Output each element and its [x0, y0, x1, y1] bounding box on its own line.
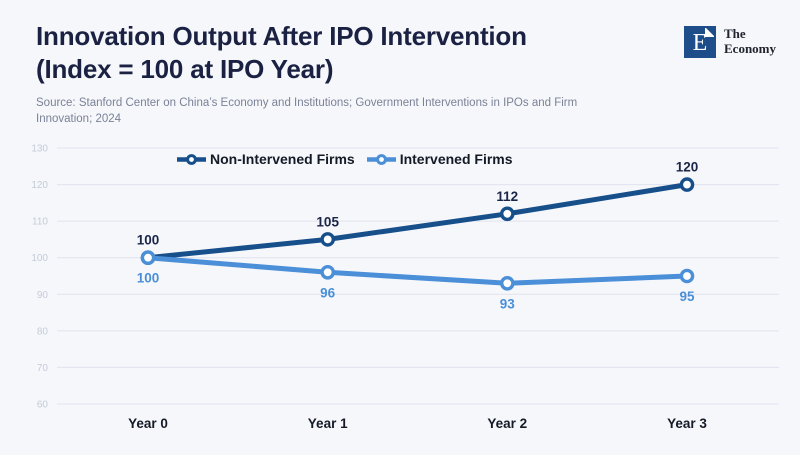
x-tick-label: Year 2: [487, 416, 527, 431]
page-title: Innovation Output After IPO Intervention…: [36, 20, 676, 86]
y-tick-label: 120: [31, 180, 48, 191]
data-label: 95: [679, 289, 695, 304]
data-label: 100: [137, 233, 160, 248]
chart-area: 60 70 80 90 100 110 120 130 100 105 112 120 100 96 93 9…: [0, 140, 800, 450]
series-line: [145, 182, 690, 261]
logo-mark: E: [684, 26, 716, 58]
y-tick-label: 100: [31, 253, 48, 264]
legend-label: Intervened Firms: [399, 151, 513, 167]
data-point-marker: [679, 177, 695, 192]
y-tick-label: 60: [37, 400, 49, 411]
data-label: 105: [316, 214, 339, 229]
y-tick-label: 90: [37, 290, 49, 301]
y-tick-label: 130: [31, 144, 48, 155]
chart-header: Innovation Output After IPO Intervention…: [36, 20, 676, 128]
y-tick-label: 80: [37, 326, 49, 337]
data-point-marker: [320, 232, 336, 247]
logo-text-line-1: The: [724, 26, 746, 42]
data-point-marker: [140, 250, 156, 265]
chart-legend: Non-Intervened Firms Intervened Firms: [176, 151, 513, 167]
series-line: [145, 255, 690, 286]
legend-item-intervened: Intervened Firms: [366, 151, 513, 167]
data-point-marker: [679, 268, 695, 284]
line-chart-canvas: 60 70 80 90 100 110 120 130 100 105 112 120 100 96 93 9…: [31, 144, 779, 431]
source-note: Source: Stanford Center on China’s Econo…: [36, 96, 578, 126]
title-line-2: (Index = 100 at IPO Year): [36, 53, 334, 84]
legend-item-non-intervened: Non-Intervened Firms: [176, 151, 355, 167]
line-marker-swatch-icon: [366, 153, 396, 165]
data-point-marker: [499, 206, 515, 222]
data-point-marker: [499, 275, 515, 291]
logo-letter: E: [692, 29, 708, 56]
title-line-1: Innovation Output After IPO Intervention: [36, 21, 527, 51]
data-label: 112: [496, 189, 518, 204]
x-tick-label: Year 1: [308, 416, 348, 431]
data-label: 96: [320, 285, 336, 300]
data-label: 120: [676, 160, 699, 175]
legend-label: Non-Intervened Firms: [210, 151, 355, 167]
x-tick-label: Year 0: [128, 416, 168, 431]
y-tick-label: 110: [32, 217, 48, 228]
data-point-marker: [320, 265, 336, 280]
publisher-logo: E The Economy: [684, 26, 776, 58]
line-marker-swatch-icon: [177, 153, 206, 165]
logo-text-line-2: Economy: [724, 41, 776, 56]
data-label: 93: [500, 296, 516, 311]
y-tick-label: 70: [37, 363, 49, 374]
logo-text: The Economy: [724, 26, 776, 57]
logo-corner-flag-icon: [705, 28, 714, 37]
x-tick-label: Year 3: [667, 416, 707, 431]
data-label: 100: [137, 271, 160, 286]
